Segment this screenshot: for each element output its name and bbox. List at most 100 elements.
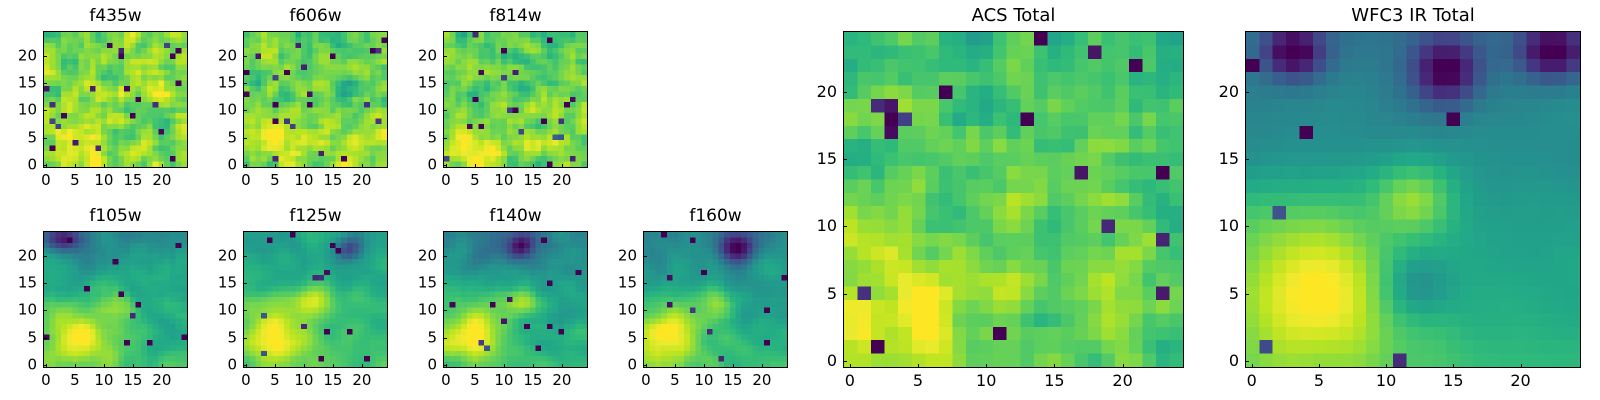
xticklabel-f435w-15: 15 — [123, 171, 143, 189]
ytick-f125w-0 — [243, 365, 247, 367]
ytick-f435w-5 — [43, 137, 47, 139]
xtick-f435w-5 — [74, 164, 76, 168]
xticklabel-f814w-5: 5 — [470, 171, 480, 189]
ytick-f105w-20 — [43, 255, 47, 257]
xticklabel-f105w-15: 15 — [123, 371, 143, 389]
ytick-wfc3_ir_total-5 — [1245, 293, 1249, 295]
xtick-acs_total-5 — [918, 364, 920, 368]
ytick-f435w-10 — [43, 110, 47, 112]
xticklabel-f160w-20: 20 — [752, 371, 772, 389]
yticklabel-f606w-5: 5 — [227, 128, 237, 147]
yticklabel-f160w-20: 20 — [617, 246, 637, 265]
ytick-f606w-10 — [243, 110, 247, 112]
ytick-acs_total-0 — [843, 361, 847, 363]
xticklabel-f105w-0: 0 — [41, 371, 51, 389]
xticklabel-f140w-20: 20 — [552, 371, 572, 389]
xtick-f125w-5 — [274, 364, 276, 368]
ytick-f105w-5 — [43, 337, 47, 339]
yticklabel-f105w-20: 20 — [17, 246, 37, 265]
xticklabel-f814w-15: 15 — [523, 171, 543, 189]
xticklabel-acs_total-15: 15 — [1044, 371, 1065, 390]
xtick-f160w-15 — [732, 364, 734, 368]
xticklabel-f435w-20: 20 — [152, 171, 172, 189]
yticklabel-f814w-15: 15 — [417, 73, 437, 92]
yticklabel-f105w-5: 5 — [27, 328, 37, 347]
xtick-f125w-10 — [303, 364, 305, 368]
xticklabel-f435w-5: 5 — [70, 171, 80, 189]
ytick-wfc3_ir_total-0 — [1245, 361, 1249, 363]
ytick-f105w-10 — [43, 310, 47, 312]
panel-title-acs_total: ACS Total — [971, 5, 1056, 26]
yticklabel-f435w-10: 10 — [17, 100, 37, 119]
xtick-f606w-5 — [274, 164, 276, 168]
yticklabel-f125w-5: 5 — [227, 328, 237, 347]
yticklabel-f160w-0: 0 — [627, 355, 637, 374]
yticklabel-f140w-0: 0 — [427, 355, 437, 374]
yticklabel-f814w-10: 10 — [417, 100, 437, 119]
xticklabel-f606w-20: 20 — [352, 171, 372, 189]
ytick-f435w-15 — [43, 83, 47, 85]
xtick-wfc3_ir_total-0 — [1251, 364, 1253, 368]
ytick-f814w-0 — [443, 165, 447, 167]
heatmap-f125w — [243, 231, 388, 368]
yticklabel-f125w-15: 15 — [217, 273, 237, 292]
xtick-f814w-15 — [532, 164, 534, 168]
yticklabel-wfc3_ir_total-5: 5 — [1228, 283, 1239, 303]
panel-title-wfc3_ir_total: WFC3 IR Total — [1351, 5, 1475, 26]
xticklabel-f160w-5: 5 — [670, 371, 680, 389]
ytick-f125w-10 — [243, 310, 247, 312]
xticklabel-f814w-10: 10 — [494, 171, 514, 189]
xticklabel-wfc3_ir_total-20: 20 — [1510, 371, 1531, 390]
ytick-f140w-15 — [443, 283, 447, 285]
heatmap-wfc3_ir_total — [1245, 31, 1581, 368]
heatmap-f606w — [243, 31, 388, 168]
xtick-f814w-10 — [503, 164, 505, 168]
yticklabel-f140w-15: 15 — [417, 273, 437, 292]
xticklabel-f606w-15: 15 — [323, 171, 343, 189]
ytick-wfc3_ir_total-20 — [1245, 91, 1249, 93]
ytick-f814w-20 — [443, 55, 447, 57]
xticklabel-f105w-5: 5 — [70, 371, 80, 389]
ytick-f160w-5 — [643, 337, 647, 339]
ytick-f814w-15 — [443, 83, 447, 85]
yticklabel-acs_total-10: 10 — [816, 216, 837, 236]
heatmap-f435w — [43, 31, 188, 168]
xtick-f160w-20 — [761, 364, 763, 368]
yticklabel-wfc3_ir_total-15: 15 — [1218, 149, 1239, 169]
yticklabel-f814w-20: 20 — [417, 46, 437, 65]
xtick-f140w-5 — [474, 364, 476, 368]
xticklabel-f140w-5: 5 — [470, 371, 480, 389]
xticklabel-f105w-20: 20 — [152, 371, 172, 389]
xticklabel-f435w-10: 10 — [94, 171, 114, 189]
xtick-f606w-10 — [303, 164, 305, 168]
yticklabel-f435w-5: 5 — [27, 128, 37, 147]
yticklabel-f140w-5: 5 — [427, 328, 437, 347]
xtick-f606w-15 — [332, 164, 334, 168]
heatmap-f160w — [643, 231, 788, 368]
panel-title-f435w: f435w — [89, 6, 142, 26]
panel-title-f140w: f140w — [489, 206, 542, 226]
ytick-f160w-20 — [643, 255, 647, 257]
yticklabel-f125w-20: 20 — [217, 246, 237, 265]
ytick-f105w-15 — [43, 283, 47, 285]
ytick-f435w-0 — [43, 165, 47, 167]
ytick-f814w-10 — [443, 110, 447, 112]
xticklabel-wfc3_ir_total-5: 5 — [1313, 371, 1324, 390]
xticklabel-f435w-0: 0 — [41, 171, 51, 189]
xtick-f105w-20 — [161, 364, 163, 368]
xtick-f435w-20 — [161, 164, 163, 168]
ytick-f160w-15 — [643, 283, 647, 285]
xtick-wfc3_ir_total-15 — [1453, 364, 1455, 368]
xticklabel-wfc3_ir_total-15: 15 — [1443, 371, 1464, 390]
ytick-f435w-20 — [43, 55, 47, 57]
xtick-f140w-20 — [561, 364, 563, 368]
xtick-wfc3_ir_total-5 — [1318, 364, 1320, 368]
ytick-f160w-0 — [643, 365, 647, 367]
xticklabel-f606w-5: 5 — [270, 171, 280, 189]
xtick-f606w-20 — [361, 164, 363, 168]
yticklabel-f160w-10: 10 — [617, 300, 637, 319]
